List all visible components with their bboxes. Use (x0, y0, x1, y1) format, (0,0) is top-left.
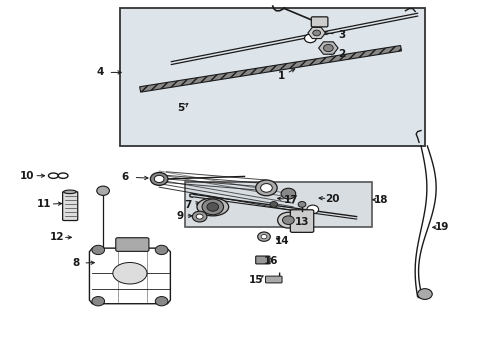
Text: 13: 13 (294, 217, 308, 227)
Text: 18: 18 (373, 195, 387, 205)
Circle shape (417, 289, 431, 300)
Text: 1: 1 (277, 71, 284, 81)
Text: 11: 11 (36, 199, 51, 210)
Circle shape (281, 188, 295, 199)
Text: 15: 15 (248, 275, 263, 285)
Circle shape (282, 216, 294, 225)
FancyBboxPatch shape (311, 17, 327, 27)
FancyBboxPatch shape (62, 192, 78, 221)
FancyBboxPatch shape (255, 256, 269, 264)
Text: 2: 2 (338, 49, 345, 59)
Text: 16: 16 (264, 256, 278, 266)
Circle shape (155, 245, 167, 255)
Circle shape (202, 199, 223, 215)
Circle shape (154, 175, 163, 183)
Text: 8: 8 (73, 258, 80, 268)
Bar (184, 182, 371, 227)
Text: 19: 19 (434, 222, 448, 232)
Circle shape (155, 297, 167, 306)
Circle shape (92, 245, 104, 255)
Bar (120, 8, 424, 146)
Text: 10: 10 (20, 171, 35, 181)
Circle shape (260, 184, 272, 192)
Text: 20: 20 (325, 194, 339, 204)
Circle shape (196, 214, 203, 219)
Circle shape (277, 212, 299, 228)
FancyBboxPatch shape (265, 276, 282, 283)
Text: 17: 17 (283, 195, 298, 205)
Circle shape (312, 30, 320, 36)
Polygon shape (140, 45, 401, 92)
Circle shape (150, 172, 167, 185)
Circle shape (255, 180, 277, 196)
Text: 4: 4 (97, 67, 104, 77)
Polygon shape (89, 248, 170, 304)
Circle shape (257, 232, 270, 241)
Ellipse shape (58, 173, 68, 179)
Circle shape (304, 34, 316, 42)
Ellipse shape (197, 198, 228, 216)
Circle shape (206, 203, 218, 211)
Circle shape (192, 211, 206, 222)
Text: 9: 9 (176, 211, 183, 221)
Circle shape (261, 234, 266, 239)
FancyBboxPatch shape (116, 238, 149, 251)
Ellipse shape (48, 173, 58, 179)
Text: 3: 3 (338, 30, 345, 40)
Text: 7: 7 (184, 200, 192, 210)
Circle shape (306, 205, 318, 214)
Text: 5: 5 (177, 103, 184, 113)
Circle shape (269, 202, 277, 207)
Text: 14: 14 (275, 236, 289, 246)
Circle shape (97, 186, 109, 195)
Circle shape (92, 297, 104, 306)
Text: 12: 12 (49, 232, 64, 242)
Ellipse shape (63, 190, 76, 194)
Text: 6: 6 (121, 172, 128, 182)
FancyBboxPatch shape (290, 210, 313, 232)
Circle shape (323, 44, 332, 51)
Ellipse shape (113, 262, 147, 284)
Circle shape (298, 202, 305, 207)
